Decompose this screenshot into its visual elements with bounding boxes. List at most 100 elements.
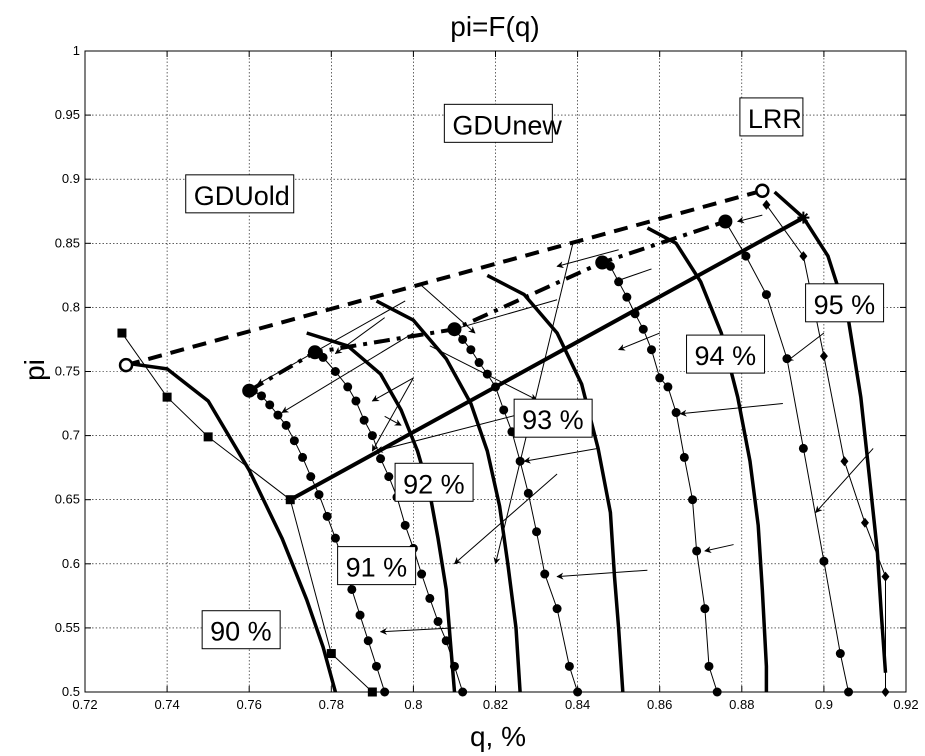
circle-point	[347, 584, 357, 594]
circle-point	[482, 369, 492, 379]
diamond-point	[860, 517, 869, 528]
annotation-arrow	[379, 627, 455, 635]
square-point	[203, 432, 213, 442]
efficiency-label-box	[513, 398, 593, 438]
annotation-arrow	[704, 544, 734, 554]
efficiency-label: 93 %	[522, 405, 584, 435]
chart-title: pi=F(q)	[450, 11, 539, 42]
circle-point	[359, 415, 369, 425]
x-tick-label: 0.88	[729, 697, 754, 712]
diamond-point	[881, 571, 890, 582]
circle-point	[433, 616, 443, 626]
line-label: GDUold	[194, 181, 290, 211]
annotation-arrow	[815, 448, 874, 514]
circle-point	[540, 569, 550, 579]
circle-point	[523, 488, 533, 498]
circle-point	[384, 472, 394, 482]
filled-circle-marker	[718, 214, 733, 229]
efficiency-label-box	[686, 334, 766, 374]
efficiency-label-box	[805, 283, 885, 323]
circle-point	[265, 400, 275, 410]
y-tick-label: 0.75	[55, 364, 80, 379]
efficiency-label-box	[394, 462, 474, 502]
annotation-arrow	[334, 317, 385, 354]
filled-circle-marker	[242, 383, 257, 398]
y-tick-label: 0.5	[62, 684, 80, 699]
circle-point	[371, 661, 381, 671]
x-tick-label: 0.92	[893, 697, 918, 712]
circle-point	[363, 636, 373, 646]
y-tick-label: 1	[73, 43, 80, 58]
annotation-arrow	[453, 473, 558, 565]
annotation-arrow	[737, 214, 763, 224]
x-tick-label: 0.9	[815, 697, 833, 712]
speed-line	[724, 221, 849, 693]
annotation-arrow	[618, 332, 660, 351]
circle-point	[306, 472, 316, 482]
y-axis-title: pi	[19, 359, 50, 381]
line-label: LRR	[748, 104, 802, 134]
circle-point	[819, 556, 829, 566]
efficiency-curve	[486, 273, 625, 693]
efficiency-label: 95 %	[814, 290, 876, 320]
efficiency-curve	[646, 226, 769, 692]
circle-point	[298, 452, 308, 462]
y-tick-label: 0.65	[55, 492, 80, 507]
x-tick-label: 0.72	[72, 697, 97, 712]
annotation-arrow	[371, 377, 414, 452]
y-tick-label: 0.7	[62, 428, 80, 443]
circle-point	[835, 649, 845, 659]
square-point	[285, 495, 295, 505]
x-tick-label: 0.8	[404, 697, 422, 712]
circle-point	[314, 490, 324, 500]
circle-point	[322, 511, 332, 521]
circle-point	[655, 373, 665, 383]
efficiency-label: 90 %	[210, 617, 272, 647]
circle-point	[281, 420, 291, 430]
plot-frame	[84, 50, 907, 693]
y-tick-label: 0.6	[62, 556, 80, 571]
circle-point	[330, 533, 340, 543]
annotation-arrow	[421, 285, 476, 334]
circle-point	[761, 290, 771, 300]
circle-point	[458, 334, 468, 344]
circle-point	[688, 495, 698, 505]
efficiency-label: 91 %	[346, 553, 408, 583]
line-label-box	[185, 174, 295, 214]
circle-point	[425, 593, 435, 603]
circle-point	[663, 382, 673, 392]
circle-point	[257, 391, 267, 401]
circle-point	[552, 604, 562, 614]
annotation-arrow	[384, 415, 402, 426]
efficiency-label: 92 %	[403, 469, 465, 499]
x-axis-title: q, %	[470, 721, 526, 752]
circle-point	[700, 604, 710, 614]
x-tick-label: 0.78	[319, 697, 344, 712]
circle-point	[367, 431, 377, 441]
efficiency-curve	[121, 360, 338, 693]
square-point	[162, 392, 172, 402]
annotation-arrow	[256, 300, 406, 385]
square-point	[117, 328, 127, 338]
diamond-point	[799, 251, 808, 262]
circle-point	[474, 358, 484, 368]
y-axis-ticks: 0.5 0.55 0.6 0.65 0.7 0.75 0.8 0.85 0.9 0.95 1	[55, 43, 906, 699]
filled-circle-marker	[595, 255, 610, 270]
diamond-point	[840, 456, 849, 467]
annotation-arrow	[679, 403, 783, 417]
x-tick-label: 0.82	[483, 697, 508, 712]
line-label: GDUnew	[452, 110, 562, 140]
circle-point	[466, 345, 476, 355]
circle-point	[351, 396, 361, 406]
star-marker	[797, 211, 810, 224]
x-axis-ticks: 0.72 0.74 0.76 0.78 0.8 0.82 0.84 0.86 0.88 0.9 0.…	[72, 51, 919, 712]
x-tick-label: 0.76	[237, 697, 262, 712]
annotation-arrow	[523, 447, 599, 464]
grid	[85, 51, 906, 692]
circle-point	[692, 546, 702, 556]
annotation-arrow	[429, 345, 538, 401]
circle-point	[289, 436, 299, 446]
speed-line	[314, 351, 464, 693]
circle-point	[646, 345, 656, 355]
